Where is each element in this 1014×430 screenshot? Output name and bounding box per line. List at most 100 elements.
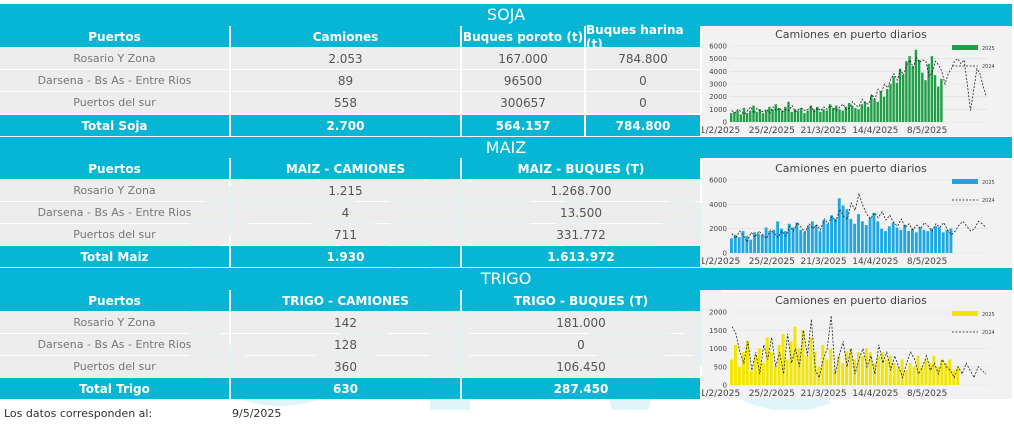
bar [868, 217, 872, 253]
bar [924, 80, 927, 122]
bar [860, 221, 864, 253]
soja-header-puertos: Puertos [0, 26, 229, 47]
bar [930, 56, 934, 122]
bar [780, 228, 783, 253]
x-tick-label: 21/3/2025 [800, 257, 846, 267]
maiz-header-buques: MAIZ - BUQUES (T) [462, 158, 700, 179]
bar [933, 75, 937, 122]
bar [780, 110, 784, 122]
maiz-row-1-camiones: 1.215 [231, 180, 460, 201]
bar [730, 113, 733, 122]
bar [822, 220, 826, 253]
x-tick-label: 21/3/2025 [800, 126, 846, 136]
bar [803, 232, 807, 253]
bar [892, 76, 895, 122]
x-tick-label: 1/2/2025 [702, 389, 740, 399]
chart-title: Camiones en puerto diarios [775, 28, 927, 41]
legend-label-2024: 2024 [982, 64, 995, 70]
chart-title: Camiones en puerto diarios [775, 294, 927, 307]
bar [860, 355, 864, 385]
maiz-row-2-camiones: 4 [231, 202, 460, 223]
maiz-chart-svg: Camiones en puerto diarios 0 2000 4000 6000 1… [702, 162, 995, 267]
soja-row-3-harina: 0 [586, 92, 700, 113]
soja-row-2-camiones: 89 [231, 70, 460, 91]
bar [857, 214, 860, 253]
bar [787, 101, 790, 122]
bar [927, 63, 930, 122]
y-tick-label: 1000 [709, 106, 727, 114]
bar [772, 229, 776, 253]
soja-total-harina: 784.800 [586, 115, 700, 136]
legend-label-2024: 2024 [982, 198, 995, 204]
bar [844, 106, 848, 122]
bar [921, 72, 924, 122]
bar [765, 337, 769, 385]
soja-header-buques-poroto: Buques poroto (t) [462, 26, 584, 47]
bar [866, 106, 870, 122]
bar [787, 223, 791, 253]
series-line-2024 [731, 191, 987, 243]
soja-row-3-name: Puertos del sur [0, 92, 229, 113]
soja-row-1-name: Rosario Y Zona [0, 48, 229, 69]
bar [809, 337, 813, 385]
trigo-row-3-buques: 106.450 [462, 356, 700, 377]
bar [870, 95, 873, 122]
legend-label-2024: 2024 [982, 330, 995, 336]
bar [857, 352, 860, 385]
x-tick-label: 14/4/2025 [852, 389, 898, 399]
trigo-title: TRIGO [0, 268, 1012, 290]
bar [793, 326, 797, 385]
bar [934, 226, 937, 253]
bar [849, 348, 853, 385]
bar [752, 105, 755, 122]
soja-header-camiones: Camiones [231, 26, 460, 47]
bar [733, 111, 736, 122]
bar [920, 366, 924, 385]
soja-row-2-name: Darsena - Bs As - Entre Rios [0, 70, 229, 91]
bar [845, 352, 849, 385]
legend-label-2025: 2025 [982, 46, 995, 52]
legend-label-2025: 2025 [982, 312, 995, 318]
bar [930, 228, 934, 253]
bar [853, 223, 857, 253]
bar [825, 110, 828, 122]
bar [768, 106, 771, 122]
bar [818, 231, 822, 253]
series-line-2024 [731, 56, 987, 115]
bar [841, 110, 844, 122]
bar [737, 366, 741, 385]
bar [771, 109, 774, 122]
trigo-row-2-camiones: 128 [231, 334, 460, 355]
footer-date: 9/5/2025 [232, 407, 282, 420]
maiz-chart: Camiones en puerto diarios 0 2000 4000 6000 1… [702, 160, 1012, 267]
y-tick-label: 3000 [709, 81, 727, 89]
bar [753, 355, 757, 385]
bar [801, 330, 805, 385]
bar [800, 108, 803, 122]
bar [845, 209, 849, 253]
trigo-row-3-name: Puertos del sur [0, 356, 229, 377]
bar [830, 215, 834, 253]
soja-row-1-camiones: 2.053 [231, 48, 460, 69]
bar [784, 106, 787, 122]
bar [914, 49, 918, 122]
bar [887, 226, 891, 253]
bar [803, 113, 806, 122]
bar [789, 341, 793, 385]
bar [810, 221, 814, 253]
bar [758, 109, 762, 122]
bar [911, 66, 914, 122]
bar [745, 113, 749, 122]
bar [745, 235, 749, 253]
maiz-row-3-name: Puertos del sur [0, 224, 229, 245]
y-tick-label: 6000 [709, 43, 727, 51]
bar [876, 221, 880, 253]
maiz-total-camiones: 1.930 [231, 246, 460, 267]
soja-header-buques-harina: Buques harina (t) [586, 23, 700, 51]
bar [837, 355, 841, 385]
bar [952, 370, 956, 385]
bar [817, 366, 821, 385]
bar [853, 359, 857, 385]
bar [773, 366, 777, 385]
bar [948, 359, 952, 385]
